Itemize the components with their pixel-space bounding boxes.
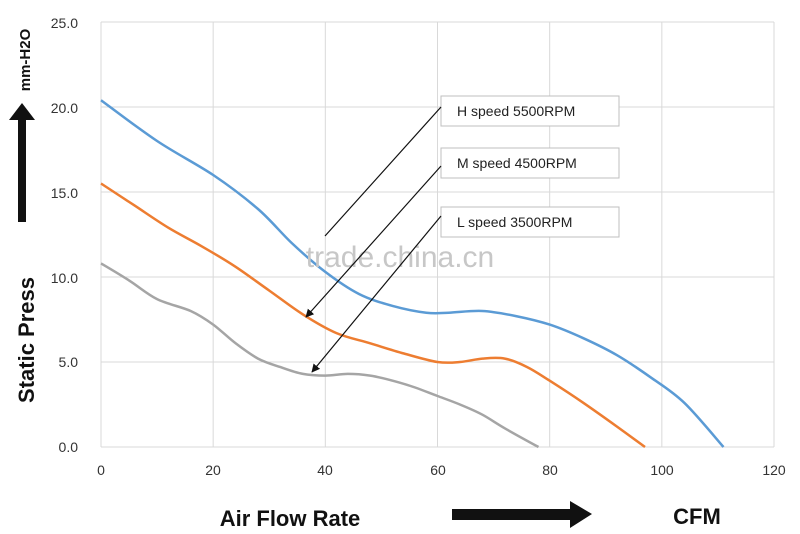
y-tick-label: 15.0 <box>51 185 78 201</box>
y-tick-label: 5.0 <box>59 354 79 370</box>
tick-labels: 0.0 5.0 10.0 15.0 20.0 25.0 0 20 40 60 8… <box>51 15 786 478</box>
series-line-l-speed <box>100 262 540 449</box>
series-line-m-speed <box>100 182 646 449</box>
series-line-h-speed <box>100 99 725 448</box>
gridlines <box>100 21 775 448</box>
series-lines <box>100 99 725 449</box>
legend-box-m <box>440 147 620 179</box>
y-tick-label: 20.0 <box>51 100 78 116</box>
legend: H speed 5500RPM M speed 4500RPM L speed … <box>305 95 620 373</box>
y-axis-arrow <box>9 103 35 222</box>
legend-label-l: L speed 3500RPM <box>457 214 572 230</box>
legend-label-h: H speed 5500RPM <box>457 103 575 119</box>
y-axis-unit: mm-H2O <box>17 28 34 91</box>
x-axis-arrow <box>452 501 592 528</box>
watermark: trade.china.cn <box>306 241 494 274</box>
legend-pointer-h <box>324 106 442 237</box>
x-tick-label: 20 <box>205 462 221 478</box>
legend-box-l <box>440 206 620 238</box>
y-tick-label: 10.0 <box>51 270 78 286</box>
x-tick-label: 40 <box>317 462 333 478</box>
x-tick-label: 80 <box>542 462 558 478</box>
legend-label-m: M speed 4500RPM <box>457 155 577 171</box>
legend-pointer-m <box>305 165 442 318</box>
x-axis-unit: CFM <box>673 504 721 529</box>
x-tick-label: 100 <box>650 462 674 478</box>
x-tick-label: 60 <box>430 462 446 478</box>
x-tick-label: 0 <box>97 462 105 478</box>
x-tick-label: 120 <box>762 462 786 478</box>
y-tick-label: 25.0 <box>51 15 78 31</box>
legend-box-h <box>440 95 620 127</box>
x-axis-title: Air Flow Rate <box>220 506 361 531</box>
legend-pointer-l <box>311 215 442 373</box>
y-axis-title: Static Press <box>14 277 39 403</box>
y-tick-label: 0.0 <box>59 439 79 455</box>
